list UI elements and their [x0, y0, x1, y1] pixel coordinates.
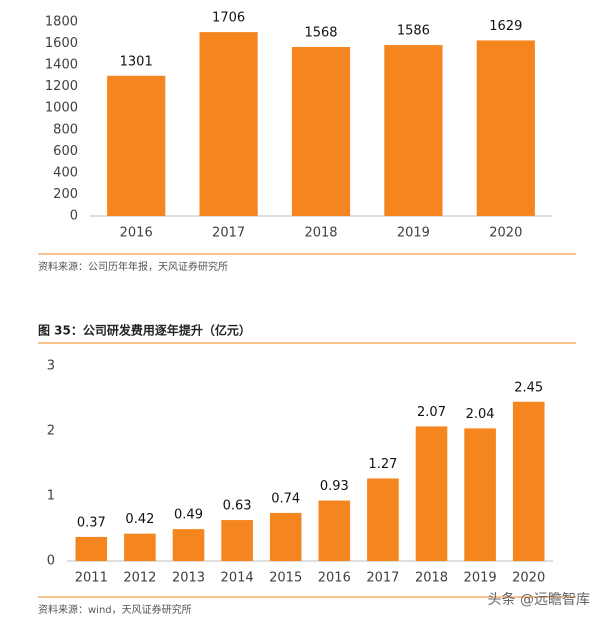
- bar: [384, 45, 443, 216]
- data-label: 1301: [120, 54, 153, 69]
- bar: [476, 40, 535, 217]
- bar: [107, 75, 166, 216]
- x-tick-label: 2020: [489, 226, 522, 241]
- data-label: 1568: [304, 26, 337, 41]
- x-tick-label: 2014: [221, 571, 254, 586]
- bar: [221, 520, 253, 561]
- x-tick-label: 2011: [75, 571, 108, 586]
- y-tick-label: 200: [53, 187, 78, 202]
- data-label: 1586: [397, 24, 430, 39]
- data-label: 2.07: [417, 405, 446, 420]
- x-tick-label: 2019: [397, 226, 430, 241]
- data-label: 1629: [489, 19, 522, 34]
- source: 资料来源：wind，天风证券研究所: [38, 603, 192, 616]
- x-tick-label: 2018: [415, 571, 448, 586]
- y-tick-label: 1600: [45, 36, 78, 51]
- x-tick-label: 2015: [269, 571, 302, 586]
- bar: [291, 47, 351, 217]
- data-label: 0.93: [320, 479, 349, 494]
- bar: [464, 428, 496, 561]
- x-tick-label: 2012: [123, 571, 156, 586]
- y-tick-label: 800: [53, 122, 78, 137]
- y-tick-label: 600: [53, 144, 78, 159]
- x-tick-label: 2019: [464, 571, 497, 586]
- data-label: 0.63: [223, 499, 252, 514]
- watermark: 头条 @远瞻智库: [488, 591, 590, 608]
- x-tick-label: 2016: [120, 226, 153, 241]
- data-label: 0.49: [174, 508, 203, 523]
- x-tick-label: 2018: [304, 226, 337, 241]
- y-tick-label: 3: [47, 359, 55, 374]
- y-tick-label: 400: [53, 165, 78, 180]
- bar: [318, 500, 351, 561]
- y-tick-label: 2: [47, 424, 55, 439]
- y-tick-label: 0: [70, 209, 78, 224]
- y-tick-label: 1200: [45, 79, 78, 94]
- y-tick-label: 1: [47, 489, 55, 504]
- x-tick-label: 2016: [318, 571, 351, 586]
- data-label: 2.45: [514, 380, 543, 395]
- bar: [269, 512, 302, 561]
- bar: [415, 426, 448, 561]
- data-label: 1706: [212, 11, 245, 26]
- data-label: 0.37: [77, 515, 106, 530]
- x-tick-label: 2017: [212, 226, 245, 241]
- x-tick-label: 2013: [172, 571, 205, 586]
- source: 资料来源：公司历年年报，天风证券研究所: [38, 260, 228, 273]
- bar: [124, 533, 156, 561]
- x-tick-label: 2020: [512, 571, 545, 586]
- chart-title: 图 35：公司研发费用逐年提升（亿元）: [38, 323, 251, 338]
- x-tick-label: 2017: [366, 571, 399, 586]
- data-label: 0.42: [125, 512, 154, 527]
- y-tick-label: 1400: [45, 58, 78, 73]
- bar: [367, 478, 399, 561]
- y-tick-label: 0: [47, 554, 55, 569]
- y-tick-label: 1000: [45, 101, 78, 116]
- bar: [172, 529, 205, 561]
- data-label: 0.74: [271, 491, 300, 506]
- bar: [75, 536, 108, 561]
- bar: [512, 401, 545, 561]
- data-label: 1.27: [368, 457, 397, 472]
- y-tick-label: 1800: [45, 15, 78, 30]
- data-label: 2.04: [466, 407, 495, 422]
- bar: [199, 32, 258, 217]
